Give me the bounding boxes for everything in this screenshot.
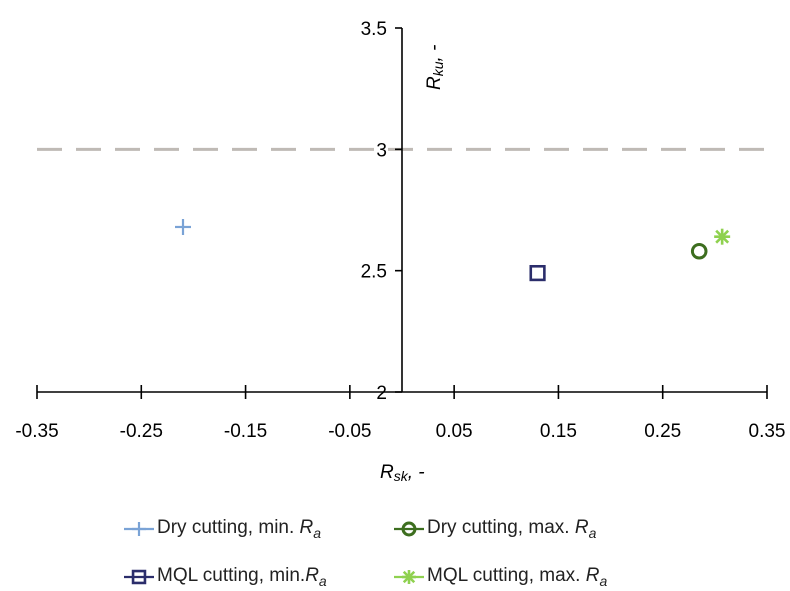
legend-symbol: Ra (299, 517, 322, 541)
x-axis-title: Rsk, - (380, 462, 425, 484)
legend-item-mql-max: MQL cutting, max. Ra (394, 563, 607, 591)
y-axis-title: Rku, - (424, 45, 446, 90)
legend-marker-shape (402, 570, 416, 584)
legend-marker-plus-icon (124, 522, 154, 536)
y-axis-ticks: 2 2.5 3 3.5 (361, 19, 402, 404)
y-tick-label: 2 (376, 383, 387, 404)
legend-label: MQL cutting, min.Ra (157, 565, 327, 589)
x-tick-label: -0.35 (15, 421, 58, 442)
x-tick-label: 0.15 (540, 421, 577, 442)
data-point-series-4 (714, 228, 731, 245)
legend-item-dry-min: Dry cutting, min. Ra (124, 515, 321, 543)
legend-row-2: MQL cutting, min.Ra MQL cutting, max. Ra (0, 563, 790, 591)
legend-marker-shape (132, 522, 146, 536)
axes (37, 28, 767, 393)
legend-symbol: Ra (305, 565, 327, 589)
legend-row-1: Dry cutting, min. Ra Dry cutting, max. R… (0, 515, 790, 543)
x-tick-label: -0.05 (328, 421, 371, 442)
legend-marker-circle-icon (394, 521, 424, 537)
legend-label: Dry cutting, max. Ra (427, 517, 597, 541)
x-tick-label: -0.25 (120, 421, 163, 442)
data-points (175, 218, 731, 282)
legend-marker-star-icon (394, 570, 424, 584)
data-point-series-2 (690, 242, 708, 260)
legend-label: Dry cutting, min. Ra (157, 517, 322, 541)
data-point-series-1 (175, 218, 191, 235)
x-tick-label: 0.35 (749, 421, 786, 442)
legend-symbol: Ra (574, 517, 597, 541)
legend-item-dry-max: Dry cutting, max. Ra (394, 515, 596, 543)
legend-label: MQL cutting, max. Ra (427, 565, 608, 589)
data-point-series-3 (529, 264, 546, 282)
y-tick-label: 3 (376, 140, 387, 161)
legend-symbol: Ra (585, 565, 608, 589)
legend-marker-square-icon (124, 569, 154, 585)
x-tick-label: 0.25 (644, 421, 681, 442)
y-tick-label: 3.5 (361, 19, 387, 40)
y-tick-label: 2.5 (361, 262, 387, 283)
x-axis-ticks: -0.35 -0.25 -0.15 -0.05 0.05 0.15 0.25 0.35 (15, 385, 785, 442)
legend-marker-shape (401, 521, 417, 537)
chart-canvas: -0.35 -0.25 -0.15 -0.05 0.05 0.15 0.25 0.35 2 2.… (15, 19, 785, 484)
x-tick-label: 0.05 (436, 421, 473, 442)
x-tick-label: -0.15 (224, 421, 267, 442)
legend-item-mql-min: MQL cutting, min.Ra (124, 563, 327, 591)
legend-marker-shape (131, 569, 147, 585)
